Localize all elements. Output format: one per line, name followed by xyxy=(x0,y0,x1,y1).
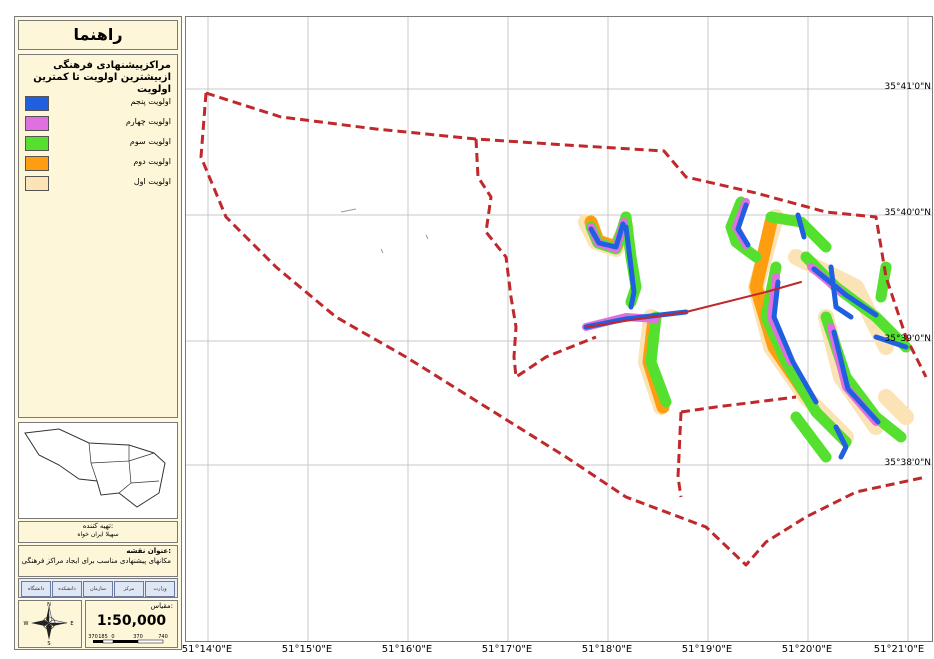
legend-swatch xyxy=(25,136,49,151)
legend-title: راهنما xyxy=(73,25,123,44)
map-sidebar: راهنما مراکزپیشنهادی فرهنگی ازبیشترین او… xyxy=(14,16,182,650)
logo-cell: دانشگاه xyxy=(21,581,51,597)
legend-item-priority-5: اولویت پنجم xyxy=(25,95,175,111)
inset-map-drawing xyxy=(24,428,166,508)
scale-label: مقیاس: xyxy=(150,602,173,610)
legend-title-box: راهنما xyxy=(18,20,178,50)
map-subject-text: مکانهای پیشنهادی مناسب برای ایجاد مراکز … xyxy=(21,557,171,565)
legend-label: اولویت اول xyxy=(133,177,171,186)
x-tick-label: 51°18'0"E xyxy=(581,644,633,655)
y-tick-label: 35°39'0"N xyxy=(884,334,931,344)
scale-tick: 370 xyxy=(133,634,143,640)
map-frame xyxy=(185,16,933,642)
compass-e: E xyxy=(70,621,73,627)
scale-box: مقیاس: 1:50,000 370 185 0 370 740 xyxy=(85,600,178,648)
legend-panel: مراکزپیشنهادی فرهنگی ازبیشترین اولویت تا… xyxy=(18,54,178,418)
legend-swatch xyxy=(25,176,49,191)
legend-item-priority-2: اولویت دوم xyxy=(25,155,175,171)
logo-cell: سازمان xyxy=(83,581,113,597)
scale-tick: 370 xyxy=(88,634,98,640)
map-features-gray xyxy=(340,208,429,254)
legend-label: اولویت سوم xyxy=(129,137,171,146)
x-tick-label: 51°15'0"E xyxy=(281,644,333,655)
map-subject-box: عنوان نقشه: مکانهای پیشنهادی مناسب برای … xyxy=(18,545,178,577)
map-subject-label: عنوان نقشه: xyxy=(126,547,171,555)
scale-tick: 185 xyxy=(98,634,108,640)
logos-row: دانشگاه دانشکده سازمان مرکز وزارت xyxy=(18,578,178,598)
legend-label: اولویت چهارم xyxy=(125,117,171,126)
legend-heading: مراکزپیشنهادی فرهنگی ازبیشترین اولویت تا… xyxy=(33,60,171,95)
compass-rose-icon: N S E W xyxy=(24,602,74,647)
suitability-zones xyxy=(578,196,914,463)
prepared-by-label: تهیه کننده: xyxy=(82,522,114,530)
map-canvas xyxy=(186,17,932,641)
legend-label: اولویت پنجم xyxy=(130,97,171,106)
scale-value: 1:50,000 xyxy=(96,613,167,629)
logo-cell: وزارت xyxy=(145,581,175,597)
x-tick-label: 51°16'0"E xyxy=(381,644,433,655)
north-arrow-box: N S E W xyxy=(18,600,82,648)
scale-tick: 740 xyxy=(158,634,168,640)
y-tick-label: 35°40'0"N xyxy=(884,208,931,218)
x-tick-label: 51°17'0"E xyxy=(481,644,533,655)
legend-swatch xyxy=(25,156,49,171)
legend-item-priority-3: اولویت سوم xyxy=(25,135,175,151)
logo-cell: مرکز xyxy=(114,581,144,597)
x-tick-label: 51°20'0"E xyxy=(781,644,833,655)
legend-swatch xyxy=(25,116,49,131)
scale-tick: 0 xyxy=(111,634,114,640)
compass-w: W xyxy=(24,621,29,627)
legend-item-priority-1: اولویت اول xyxy=(25,175,175,191)
district-boundaries xyxy=(199,91,928,567)
y-tick-label: 35°38'0"N xyxy=(884,458,931,468)
compass-s: S xyxy=(47,641,50,645)
prepared-by-name: سهیلا ایران خواه xyxy=(77,531,119,538)
legend-label: اولویت دوم xyxy=(133,157,171,166)
scale-bar: 370 185 0 370 740 xyxy=(88,634,168,644)
prepared-by-box: تهیه کننده: سهیلا ایران خواه xyxy=(18,521,178,543)
legend-swatch xyxy=(25,96,49,111)
inset-map xyxy=(18,422,178,519)
x-tick-label: 51°21'0"E xyxy=(873,644,925,655)
legend-item-priority-4: اولویت چهارم xyxy=(25,115,175,131)
y-tick-label: 35°41'0"N xyxy=(884,82,931,92)
x-tick-label: 51°19'0"E xyxy=(681,644,733,655)
compass-n: N xyxy=(47,602,51,608)
x-tick-label: 51°14'0"E xyxy=(181,644,233,655)
graticule xyxy=(186,17,932,641)
logo-cell: دانشکده xyxy=(52,581,82,597)
